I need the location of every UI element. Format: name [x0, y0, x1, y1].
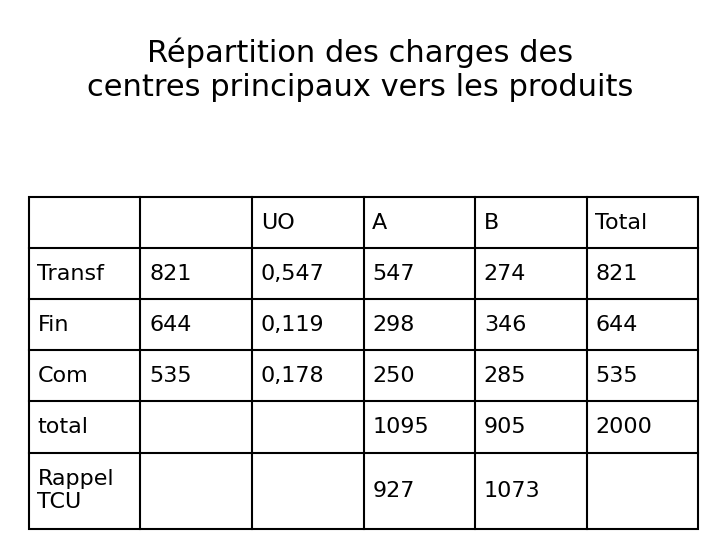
Text: 0,178: 0,178 [261, 366, 324, 386]
Text: 274: 274 [484, 264, 526, 284]
Text: 821: 821 [595, 264, 638, 284]
Text: Total: Total [595, 213, 648, 233]
Bar [29, 197, 698, 529]
Text: 644: 644 [149, 315, 192, 335]
Text: total: total [37, 417, 89, 437]
Text: B: B [484, 213, 499, 233]
Text: 1095: 1095 [372, 417, 429, 437]
Text: 285: 285 [484, 366, 526, 386]
Text: 0,119: 0,119 [261, 315, 324, 335]
Text: 547: 547 [372, 264, 415, 284]
Text: 250: 250 [372, 366, 415, 386]
Text: 298: 298 [372, 315, 415, 335]
Text: 1073: 1073 [484, 481, 541, 501]
Text: 927: 927 [372, 481, 415, 501]
Text: 346: 346 [484, 315, 526, 335]
Text: A: A [372, 213, 387, 233]
Text: Rappel
TCU: Rappel TCU [37, 469, 114, 512]
Text: 2000: 2000 [595, 417, 652, 437]
Text: 0,547: 0,547 [261, 264, 325, 284]
Text: Fin: Fin [37, 315, 69, 335]
Text: Com: Com [37, 366, 88, 386]
Text: 644: 644 [595, 315, 638, 335]
Text: 535: 535 [149, 366, 192, 386]
Text: 905: 905 [484, 417, 526, 437]
Text: Transf: Transf [37, 264, 104, 284]
Text: UO: UO [261, 213, 294, 233]
Text: 821: 821 [149, 264, 192, 284]
Text: 535: 535 [595, 366, 638, 386]
Text: Répartition des charges des
centres principaux vers les produits: Répartition des charges des centres prin… [87, 38, 633, 102]
